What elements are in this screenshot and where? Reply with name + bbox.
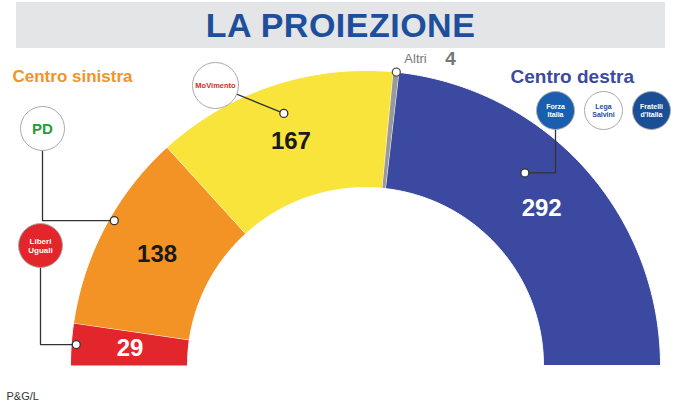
- svg-text:P&G/L: P&G/L: [7, 390, 39, 402]
- svg-text:29: 29: [117, 334, 144, 361]
- svg-text:PD: PD: [32, 120, 53, 137]
- svg-text:Fratellid'Italia: Fratellid'Italia: [640, 103, 663, 118]
- svg-text:167: 167: [271, 127, 311, 154]
- svg-text:Centro sinistra: Centro sinistra: [13, 67, 134, 86]
- svg-text:MoVimento: MoVimento: [195, 81, 236, 90]
- svg-text:ForzaItalia: ForzaItalia: [546, 103, 565, 118]
- svg-text:4: 4: [445, 48, 456, 69]
- svg-text:138: 138: [137, 240, 177, 267]
- svg-text:Altri: Altri: [404, 51, 427, 66]
- svg-text:LiberiUguali: LiberiUguali: [28, 237, 52, 255]
- svg-text:LegaSalvini: LegaSalvini: [592, 103, 615, 118]
- svg-text:292: 292: [522, 194, 562, 221]
- svg-text:Centro destra: Centro destra: [511, 66, 635, 87]
- html-text:LA PROIEZIONE: LA PROIEZIONE: [205, 6, 476, 44]
